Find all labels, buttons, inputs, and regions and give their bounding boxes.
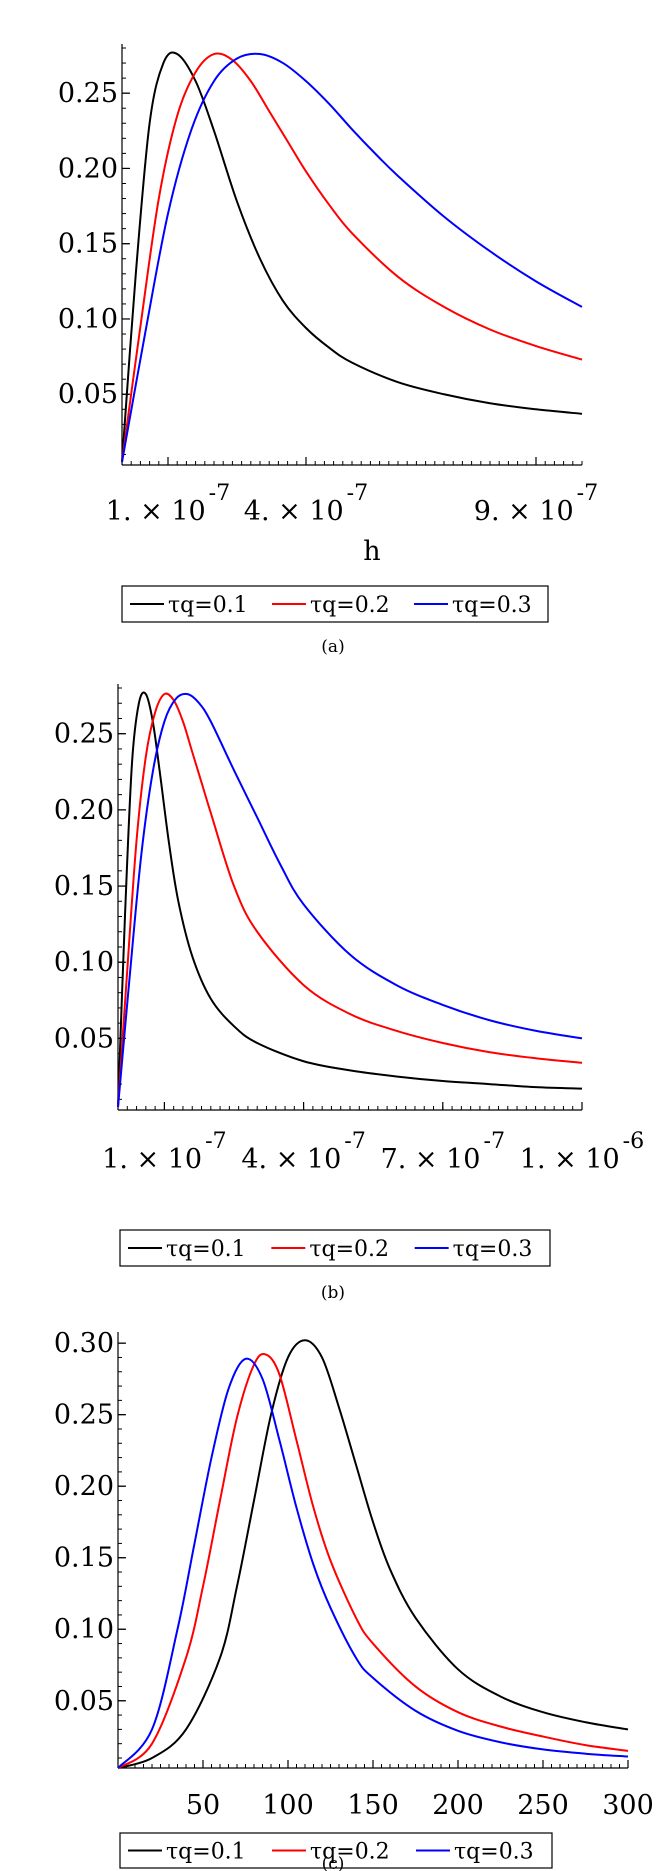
x-tick-label: 1. × 10-7: [102, 1128, 226, 1175]
x-tick-label: 50: [186, 1790, 220, 1821]
legend-label: τq=0.2: [310, 1840, 390, 1865]
x-tick-label: 9. × 10-7: [474, 480, 598, 527]
x-tick-exponent: -7: [577, 480, 599, 506]
x-tick-label: 300: [602, 1790, 654, 1821]
x-tick-label: 250: [517, 1790, 569, 1821]
y-tick-label: 0.15: [58, 229, 118, 260]
y-tick-label: 0.25: [58, 78, 118, 109]
legend-box: [119, 1832, 553, 1869]
x-tick-label: 200: [432, 1790, 484, 1821]
y-tick-label: 0.05: [54, 1023, 114, 1054]
x-tick-mantissa: 7. × 10: [381, 1144, 481, 1175]
x-tick-label: 100: [262, 1790, 314, 1821]
y-tick-label: 0.20: [58, 153, 118, 184]
x-tick-exponent: -7: [344, 1128, 366, 1154]
series-line-1: [117, 1339, 629, 1769]
chart-a: 0.050.100.150.200.251. × 10-74. × 10-79.…: [58, 44, 598, 657]
chart-c: 0.05 0.10 0.15 0.20 0.25 0.30 50 100 150 200 250 30…: [54, 1328, 654, 1871]
y-tick-label: 0.20: [54, 795, 114, 826]
y-tick-label: 0.15: [54, 871, 114, 902]
y-tick-label: 0.30: [54, 1328, 114, 1359]
series-line-2: [117, 692, 583, 1108]
legend-box: [121, 585, 549, 623]
y-tick-label: 0.10: [54, 1614, 114, 1645]
legend-label: τq=0.3: [454, 1840, 534, 1865]
series-line-1: [121, 51, 583, 463]
legend-label: τq=0.1: [166, 1237, 246, 1262]
x-tick-mantissa: 9. × 10: [474, 496, 574, 527]
legend-label: τq=0.3: [453, 1237, 533, 1262]
x-tick-exponent: -7: [483, 1128, 505, 1154]
x-tick-exponent: -6: [623, 1128, 645, 1154]
x-tick-label: 150: [347, 1790, 399, 1821]
x-tick-label: 7. × 10-7: [381, 1128, 505, 1175]
x-tick-mantissa: 1. × 10: [106, 496, 206, 527]
series-line-2: [117, 1352, 629, 1769]
series-line-2: [121, 52, 583, 463]
x-tick-label: 4. × 10-7: [244, 480, 368, 527]
x-tick-label: 1. × 10-7: [106, 480, 230, 527]
x-tick-exponent: -7: [205, 1128, 227, 1154]
x-tick-exponent: -7: [209, 480, 231, 506]
x-tick-mantissa: 1. × 10: [520, 1144, 620, 1175]
y-tick-label: 0.20: [54, 1471, 114, 1502]
x-tick-mantissa: 4. × 10: [244, 496, 344, 527]
x-tick-mantissa: 1. × 10: [102, 1144, 202, 1175]
y-tick-label: 0.05: [54, 1686, 114, 1717]
legend-label: τq=0.1: [168, 593, 248, 618]
legend-label: τq=0.1: [166, 1840, 246, 1865]
figure-caption: (a): [321, 637, 344, 657]
y-tick-label: 0.10: [58, 304, 118, 335]
legend-box: [119, 1229, 551, 1267]
legend-label: τq=0.3: [452, 593, 532, 618]
x-tick-exponent: -7: [347, 480, 369, 506]
chart-b: 0.050.100.150.200.251. × 10-74. × 10-77.…: [54, 684, 644, 1303]
x-tick-label: 1. × 10-6: [520, 1128, 644, 1175]
x-tick-label: 4. × 10-7: [241, 1128, 365, 1175]
y-tick-label: 0.15: [54, 1543, 114, 1574]
legend-label: τq=0.2: [310, 593, 390, 618]
series-line-3: [117, 1357, 629, 1769]
legend-label: τq=0.2: [309, 1237, 389, 1262]
y-tick-label: 0.25: [54, 1400, 114, 1431]
figure-caption: (b): [321, 1283, 345, 1303]
y-tick-label: 0.25: [54, 719, 114, 750]
x-axis-label: h: [363, 536, 380, 567]
series-line-3: [117, 692, 583, 1108]
series-line-1: [117, 691, 583, 1107]
figure-caption: (c): [322, 1854, 345, 1871]
y-tick-label: 0.05: [58, 379, 118, 410]
series-line-3: [121, 52, 583, 463]
x-tick-mantissa: 4. × 10: [241, 1144, 341, 1175]
y-tick-label: 0.10: [54, 947, 114, 978]
